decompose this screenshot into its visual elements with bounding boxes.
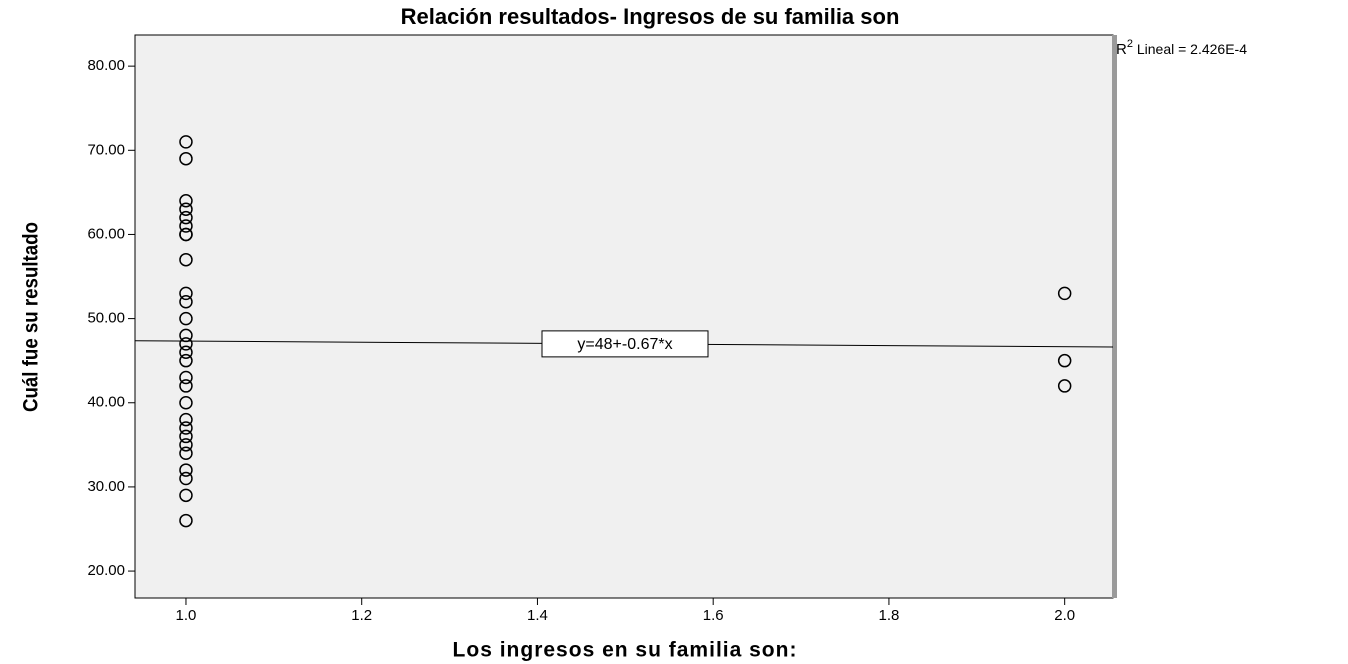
- y-tick-label: 30.00: [87, 478, 125, 495]
- point: [179, 286, 193, 301]
- x-tick-label: 1.8: [879, 607, 900, 624]
- x-tick-label: 2.0: [1054, 607, 1075, 624]
- fit-label-box: [541, 330, 709, 358]
- point: [179, 421, 193, 435]
- point: [179, 210, 193, 225]
- fit-label: y=48+-0.67*x: [577, 336, 672, 353]
- point: [179, 370, 193, 385]
- point: [179, 513, 193, 528]
- point: [179, 202, 193, 216]
- point: [179, 429, 193, 444]
- point: [179, 488, 193, 503]
- chart-title: Relación resultados- Ingresos de su fami…: [401, 4, 900, 29]
- x-tick-label: 1.0: [176, 607, 197, 624]
- point: [179, 252, 193, 267]
- point: [179, 446, 193, 461]
- r2-symbol: R: [1116, 41, 1127, 58]
- point: [1057, 286, 1072, 301]
- point: [179, 412, 193, 427]
- point: [179, 295, 193, 309]
- y-tick-label: 70.00: [87, 141, 125, 158]
- x-tick-label: 1.2: [351, 607, 372, 624]
- r2-sup: 2: [1127, 38, 1133, 50]
- point: [179, 337, 193, 351]
- point: [1057, 379, 1072, 393]
- point: [179, 353, 193, 368]
- y-tick-label: 20.00: [87, 562, 125, 579]
- point: [179, 227, 193, 242]
- x-tick-label: 1.6: [703, 607, 724, 624]
- point: [179, 471, 193, 486]
- point: [179, 135, 193, 149]
- point: [179, 438, 193, 452]
- point: [179, 328, 193, 343]
- point: [179, 219, 193, 233]
- plot-area: [134, 34, 1114, 599]
- y-tick-label: 60.00: [87, 225, 125, 242]
- y-tick-label: 80.00: [87, 57, 125, 74]
- point: [179, 151, 193, 166]
- r2-annotation: R2 Lineal = 2.426E-4: [1116, 38, 1247, 58]
- plot-edge: [1112, 35, 1117, 598]
- x-tick-label: 1.4: [527, 607, 548, 624]
- y-tick-label: 40.00: [87, 394, 125, 411]
- point: [179, 311, 193, 326]
- x-axis-label: Los ingresos en su familia son:: [453, 639, 798, 662]
- point: [179, 194, 193, 208]
- point: [179, 463, 193, 477]
- y-tick-label: 50.00: [87, 310, 125, 327]
- y-axis-label: Cuál fue su resultado: [20, 222, 43, 412]
- point: [179, 396, 193, 410]
- point: [179, 345, 193, 360]
- point: [179, 379, 193, 393]
- r2-text: Lineal = 2.426E-4: [1133, 41, 1247, 57]
- point: [1057, 353, 1072, 368]
